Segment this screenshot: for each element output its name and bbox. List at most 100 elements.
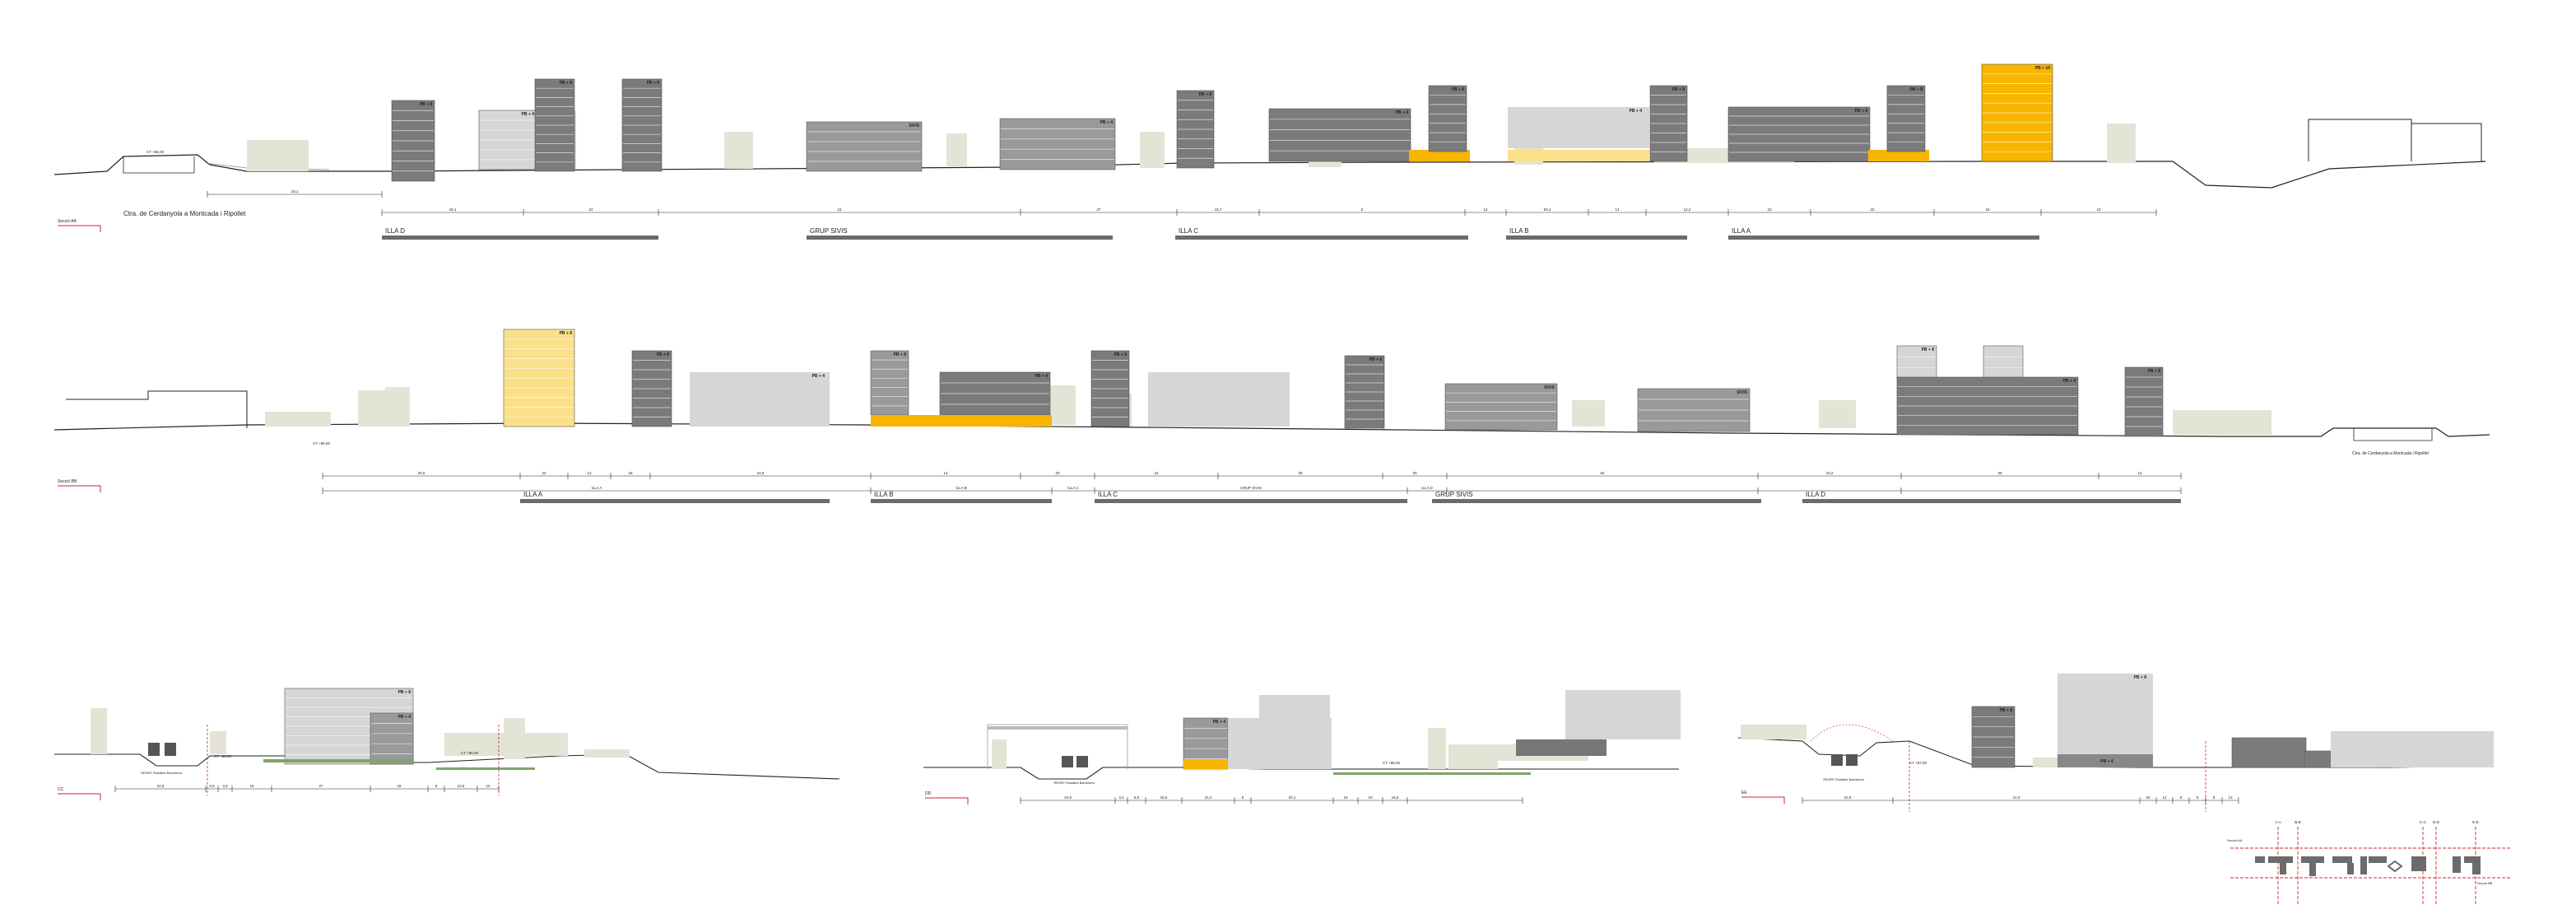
section-cut-marker xyxy=(58,793,101,800)
ct-level-label: CT +86,00 xyxy=(214,754,232,758)
dimension-value: 23 xyxy=(1767,208,1772,212)
building-block xyxy=(1428,85,1467,152)
dimension-value: 8 xyxy=(435,784,438,788)
dimension-value: 12 xyxy=(2162,795,2167,800)
floor-count-label: PB + 4 xyxy=(1035,374,1049,379)
right-end-structure-2 xyxy=(2411,123,2482,161)
ct-level-label: CT +86,00 xyxy=(313,441,331,445)
floor-count-label: PB + 4 xyxy=(1100,120,1114,125)
dimension-value: 10 xyxy=(486,784,491,788)
dimension-value: 8 xyxy=(2213,795,2216,800)
train-car xyxy=(165,743,176,756)
dimension-value: 12,5 xyxy=(458,784,465,788)
floor-count-label: PB + 8 xyxy=(1199,92,1212,97)
dimension-value: 93,4 xyxy=(1544,208,1551,212)
dimension-value: 3,9 xyxy=(222,784,228,788)
floor-count-label: PB + 8 xyxy=(1672,87,1686,92)
floor-count-label: PB + 10 xyxy=(2035,66,2050,71)
highlight-podium xyxy=(1868,150,1929,161)
train-car xyxy=(1846,754,1858,766)
context-building xyxy=(91,708,107,754)
dimension-value: 27 xyxy=(1096,208,1101,212)
keyplan-block xyxy=(2369,856,2387,863)
light-building xyxy=(1565,690,1681,739)
key-plan: A-A B-B C-C D-D E-E Secció AA Secció BB xyxy=(2227,820,2510,906)
floor-count-label: PB + 8 xyxy=(1114,352,1128,357)
building-block xyxy=(1444,383,1558,431)
train-car xyxy=(1831,754,1843,766)
dimension-value: 15,2 xyxy=(1826,471,1834,475)
dimension-value: 12 xyxy=(2137,471,2142,475)
section-marker-label: Secció AA xyxy=(58,219,77,224)
section-cut-marker xyxy=(58,485,101,492)
light-building xyxy=(1259,695,1330,720)
floor-count-label: SIVIS xyxy=(1544,385,1555,390)
dimension-value: 18 xyxy=(1343,795,1348,800)
dimension-value: 38 xyxy=(1997,471,2002,475)
road-bridge xyxy=(123,156,195,174)
context-building xyxy=(265,412,331,427)
light-building xyxy=(1148,372,1290,427)
zone-label: ILLA B xyxy=(1509,227,1529,235)
dimension-value: 12 xyxy=(1483,208,1488,212)
zone-label: ILLA C xyxy=(1098,491,1118,498)
context-building xyxy=(1572,400,1605,427)
building-block xyxy=(1983,345,2024,380)
rail-label: RENFE Rodalies Barcelona xyxy=(1823,777,1864,781)
floor-count-label: PB + 8 xyxy=(1910,87,1923,92)
floor-count-label: PB + 4 xyxy=(522,112,535,117)
section-marker-label: CC xyxy=(58,787,64,792)
section-bb: PB + 8 PB + 8 PB + 4 PB + 8 PB + 4 PB + 8 PB +… xyxy=(53,329,2490,503)
section-cut-marker xyxy=(1741,796,1785,804)
keyplan-block xyxy=(2453,856,2461,873)
rail-label: RENFE Rodalies Barcelona xyxy=(141,771,182,775)
keyplan-label: C-C xyxy=(2420,820,2427,824)
dimension-value: 16,7 xyxy=(1215,208,1222,212)
floor-count-label: PB + 8 xyxy=(560,81,573,86)
context-building xyxy=(247,140,309,171)
dimension-value: 20,1 xyxy=(1289,795,1296,800)
section-marker-label: DD xyxy=(925,791,932,796)
dimension-value: 5,5 xyxy=(209,784,215,788)
floor-count-label: SIVIS xyxy=(909,124,919,128)
floor-count-label: PB + 8 xyxy=(1452,87,1465,92)
train-car xyxy=(1076,756,1088,767)
dimension-value: 20 xyxy=(1870,208,1875,212)
zone-label: ILLA D xyxy=(1806,491,1825,498)
arc-marker xyxy=(1810,724,1894,742)
floor-count-label: SIVIS xyxy=(1737,390,1747,395)
dimension-value: 15 xyxy=(249,784,254,788)
floor-count-label: PB + 4 xyxy=(2063,379,2076,384)
keyplan-block xyxy=(2268,856,2293,863)
dimension-value: 22,9 xyxy=(1064,795,1072,800)
context-building xyxy=(1741,725,1806,739)
dimension-value: 14,3 xyxy=(2013,795,2020,800)
building-block xyxy=(2124,366,2164,437)
keyplan-block xyxy=(2301,856,2324,863)
context-building xyxy=(1819,400,1856,428)
floor-count-label: PB + 4 xyxy=(2100,759,2113,764)
floor-count-label: PB + 4 xyxy=(1630,109,1643,114)
section-aa: PB + 8 PB + 4 PB + 8 PB + 8 SIVIS PB + 4 PB + … xyxy=(53,63,2486,240)
floor-count-label: PB + 8 xyxy=(657,352,670,357)
context-building xyxy=(444,733,568,756)
keyplan-block xyxy=(2464,856,2481,863)
context-building xyxy=(584,749,630,758)
keyplan-label: A-A xyxy=(2275,820,2281,824)
road-label: Ctra. de Cerdanyola a Montcada i Ripolle… xyxy=(123,210,246,217)
floor-count-label: PB + 4 xyxy=(398,715,412,720)
dimension-value: 22,9 xyxy=(1844,795,1852,800)
zone-bar xyxy=(1432,499,1761,503)
context-building xyxy=(724,132,753,169)
keyplan-label: Secció BB xyxy=(2477,881,2493,885)
dimension-value: 16,5 xyxy=(1392,795,1399,800)
context-building xyxy=(1140,132,1165,168)
zone-label: ILLA D xyxy=(385,227,405,235)
context-building xyxy=(946,133,967,166)
keyplan-block xyxy=(2347,863,2354,874)
zone-bar xyxy=(1506,235,1687,240)
keyplan-label: E-E xyxy=(2472,820,2479,824)
dimension-value: 20 xyxy=(1055,471,1060,475)
zone-bar xyxy=(871,499,1052,503)
